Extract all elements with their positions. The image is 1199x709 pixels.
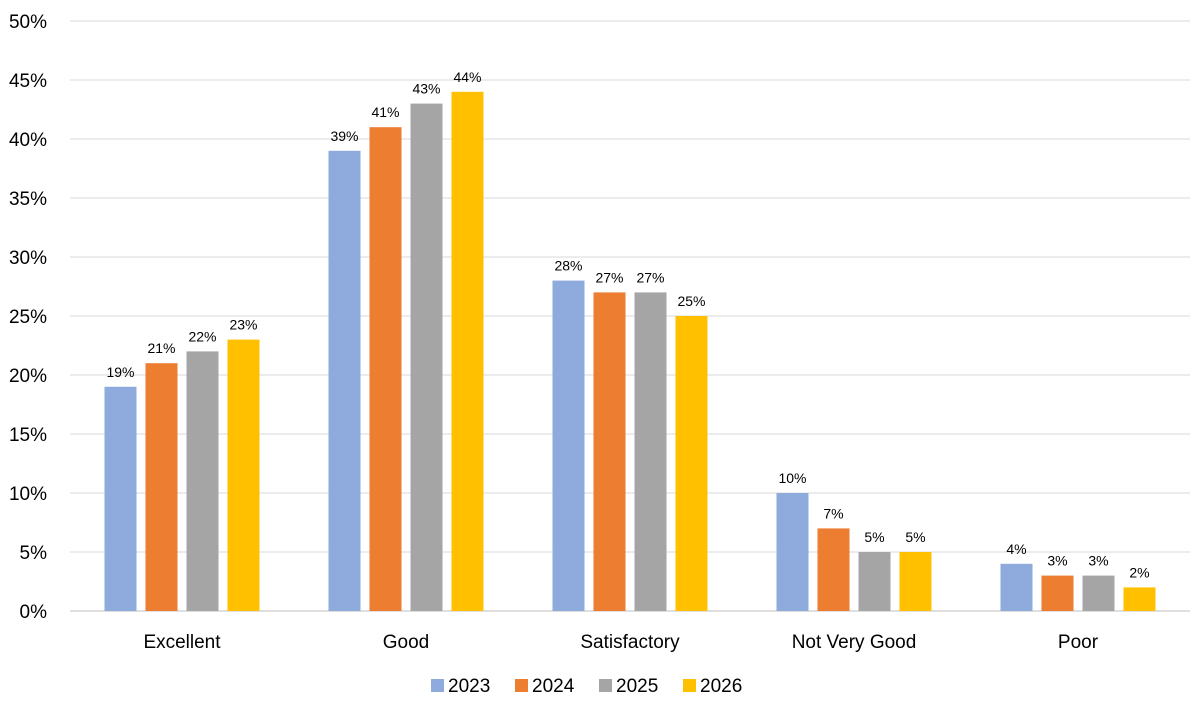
data-label: 41%: [371, 104, 399, 120]
data-label: 19%: [106, 364, 134, 380]
legend: 2023 2024 2025 2026: [431, 676, 742, 697]
legend-swatch: [515, 679, 528, 692]
x-tick-label: Not Very Good: [792, 632, 917, 653]
y-tick-label: 10%: [9, 484, 47, 505]
bar: [817, 528, 850, 611]
bar: [145, 363, 178, 611]
x-tick-label: Poor: [1058, 632, 1099, 653]
data-label: 7%: [823, 505, 843, 521]
bar: [104, 386, 137, 611]
x-tick-label: Excellent: [143, 632, 221, 653]
bar: [410, 103, 443, 611]
x-tick-label: Good: [383, 632, 429, 653]
legend-label: 2026: [700, 676, 742, 697]
x-axis-tick-labels: Excellent Good Satisfactory Not Very Good Po…: [143, 632, 1098, 653]
bar: [552, 280, 585, 611]
data-label: 2%: [1129, 564, 1149, 580]
y-tick-label: 30%: [9, 248, 47, 269]
bar: [858, 552, 891, 611]
bar: [776, 493, 809, 611]
data-label: 27%: [636, 269, 664, 285]
legend-label: 2024: [532, 676, 575, 697]
bars: [104, 91, 1156, 612]
data-label: 44%: [453, 69, 481, 85]
data-label: 10%: [778, 470, 806, 486]
y-axis-tick-labels: 0% 5% 10% 15% 20% 25% 30% 35% 40% 45% 50%: [9, 12, 47, 623]
data-label: 3%: [1047, 553, 1067, 569]
data-label: 5%: [905, 529, 925, 545]
y-tick-label: 20%: [9, 366, 47, 387]
y-tick-label: 5%: [20, 543, 48, 564]
data-label: 27%: [595, 269, 623, 285]
data-label: 5%: [864, 529, 884, 545]
data-label: 43%: [412, 81, 440, 97]
data-label: 4%: [1006, 541, 1026, 557]
legend-swatch: [431, 679, 444, 692]
y-tick-label: 40%: [9, 130, 47, 151]
bar: [1123, 587, 1156, 611]
bar: [186, 351, 219, 611]
y-tick-label: 35%: [9, 189, 47, 210]
data-label: 39%: [330, 128, 358, 144]
legend-swatch: [599, 679, 612, 692]
bar: [1082, 575, 1115, 611]
data-label: 22%: [188, 328, 216, 344]
data-label: 25%: [677, 293, 705, 309]
data-labels: 19% 21% 22% 23% 39% 41% 43% 44% 28% 27% 27% 25% 10% 7…: [106, 69, 1149, 581]
bar: [1000, 563, 1033, 611]
y-tick-label: 45%: [9, 71, 47, 92]
legend-swatch: [683, 679, 696, 692]
bar: [451, 91, 484, 612]
y-tick-label: 0%: [20, 602, 48, 623]
legend-label: 2023: [448, 676, 490, 697]
data-label: 28%: [554, 258, 582, 274]
bar: [675, 316, 708, 611]
bar: [899, 552, 932, 611]
x-tick-label: Satisfactory: [580, 632, 680, 653]
data-label: 21%: [147, 340, 175, 356]
bar: [328, 150, 361, 612]
bar: [1041, 575, 1074, 611]
bar: [227, 339, 260, 611]
data-label: 3%: [1088, 553, 1108, 569]
legend-label: 2025: [616, 676, 658, 697]
data-label: 23%: [229, 317, 257, 333]
bar: [369, 127, 402, 611]
y-tick-label: 25%: [9, 307, 47, 328]
bar: [634, 292, 667, 611]
y-tick-label: 15%: [9, 425, 47, 446]
bar: [593, 292, 626, 611]
y-tick-label: 50%: [9, 12, 47, 33]
